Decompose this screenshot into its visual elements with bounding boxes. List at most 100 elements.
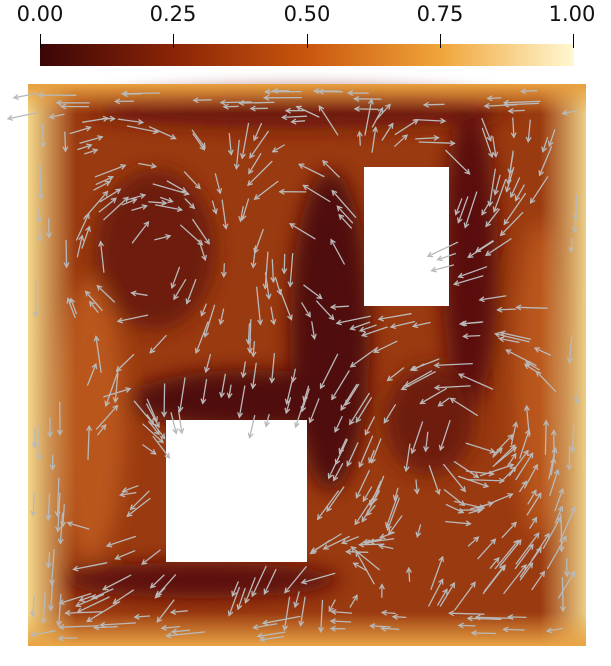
velocity-arrow-head: [493, 189, 499, 196]
velocity-arrow-head: [512, 421, 519, 428]
velocity-arrow-head: [481, 209, 487, 216]
velocity-arrow: [171, 629, 190, 633]
velocity-arrow: [475, 616, 514, 620]
velocity-arrow: [220, 101, 252, 104]
velocity-arrow: [254, 180, 279, 200]
velocity-arrow: [458, 373, 494, 390]
colorbar-gradient: [40, 44, 574, 66]
velocity-arrow: [561, 576, 564, 612]
velocity-arrow-head: [514, 195, 521, 202]
velocity-arrow: [303, 284, 323, 300]
velocity-arrow-head: [313, 88, 320, 94]
colorbar-tick-label-3: 0.75: [416, 2, 464, 26]
velocity-arrow-head: [413, 488, 420, 495]
velocity-arrow-head: [458, 320, 466, 327]
velocity-arrow-head: [499, 230, 506, 237]
colorbar-tick-3: [440, 34, 441, 48]
velocity-arrow: [527, 119, 531, 143]
velocity-arrow: [303, 385, 310, 402]
velocity-arrow: [121, 198, 137, 206]
velocity-arrow-head: [538, 169, 544, 177]
velocity-arrow-head: [507, 168, 514, 175]
velocity-arrow-head: [62, 146, 69, 153]
velocity-arrow-head: [91, 362, 98, 370]
velocity-arrow: [58, 625, 98, 628]
velocity-arrow: [64, 131, 67, 152]
velocity-arrow-head: [185, 298, 191, 305]
velocity-arrow-head: [60, 103, 67, 110]
velocity-arrow: [415, 479, 418, 494]
velocity-arrow: [571, 423, 575, 453]
velocity-arrow: [249, 130, 269, 159]
velocity-arrow-head: [86, 143, 93, 150]
velocity-arrow: [390, 320, 416, 328]
velocity-arrow-head: [173, 293, 179, 301]
velocity-arrow: [439, 419, 451, 451]
velocity-arrow: [228, 384, 232, 399]
velocity-arrow-head: [557, 505, 564, 512]
velocity-arrow: [315, 300, 335, 321]
velocity-arrow-head: [379, 533, 386, 539]
velocity-arrow-head: [485, 221, 491, 228]
velocity-arrows: [6, 87, 580, 643]
velocity-arrow-head: [488, 151, 494, 159]
velocity-arrow: [131, 205, 148, 211]
velocity-arrow: [340, 383, 358, 411]
velocity-arrow-head: [551, 446, 558, 454]
velocity-field-plot: [0, 72, 611, 666]
velocity-arrow: [479, 295, 507, 301]
velocity-arrow: [57, 492, 61, 532]
velocity-arrow-head: [36, 216, 42, 224]
velocity-arrow-head: [227, 149, 234, 156]
velocity-arrow: [494, 174, 501, 195]
velocity-arrow: [202, 379, 208, 404]
velocity-arrow-head: [98, 240, 104, 247]
velocity-arrow-head: [192, 97, 199, 104]
velocity-arrow-head: [358, 541, 365, 548]
velocity-arrow-head: [244, 597, 250, 604]
velocity-arrow-head: [476, 507, 483, 514]
velocity-arrow-head: [547, 140, 554, 148]
velocity-arrow-head: [310, 547, 317, 553]
velocity-arrow-head: [96, 284, 103, 291]
velocity-arrow-head: [489, 448, 496, 454]
velocity-arrow-head: [465, 520, 472, 527]
velocity-arrow: [328, 599, 336, 612]
velocity-arrow: [119, 492, 137, 496]
velocity-arrow: [350, 546, 380, 571]
velocity-arrow: [498, 337, 520, 343]
velocity-arrow-head: [37, 235, 43, 242]
velocity-arrow: [103, 196, 129, 221]
velocity-arrow-head: [509, 191, 516, 199]
velocity-arrow-head: [308, 417, 314, 424]
velocity-arrow-head: [78, 234, 85, 241]
velocity-arrow: [302, 184, 331, 203]
velocity-arrow: [492, 434, 514, 456]
velocity-arrow-head: [84, 290, 91, 297]
velocity-arrow-head: [245, 338, 252, 345]
velocity-arrow-head: [287, 281, 294, 288]
velocity-arrow: [298, 163, 325, 178]
velocity-arrow: [484, 104, 518, 107]
velocity-arrow: [241, 198, 250, 221]
velocity-arrow: [445, 503, 464, 514]
velocity-arrow: [548, 447, 557, 480]
velocity-arrow-head: [340, 538, 348, 545]
velocity-arrow: [170, 610, 188, 614]
velocity-arrow-head: [99, 621, 106, 628]
velocity-arrow-head: [212, 208, 218, 215]
velocity-arrow-head: [498, 477, 505, 484]
velocity-arrow: [191, 129, 206, 149]
velocity-arrow: [428, 578, 444, 607]
velocity-arrow-head: [355, 416, 362, 424]
velocity-arrow-head: [503, 218, 510, 226]
velocity-arrow: [47, 218, 50, 238]
velocity-arrow-head: [492, 206, 499, 213]
velocity-arrow: [546, 535, 567, 570]
velocity-arrow-head: [257, 319, 263, 326]
velocity-arrow: [64, 611, 104, 614]
velocity-arrow-head: [532, 463, 538, 471]
velocity-arrow-head: [499, 330, 506, 337]
velocity-arrow: [79, 594, 95, 602]
velocity-arrow: [281, 115, 308, 119]
